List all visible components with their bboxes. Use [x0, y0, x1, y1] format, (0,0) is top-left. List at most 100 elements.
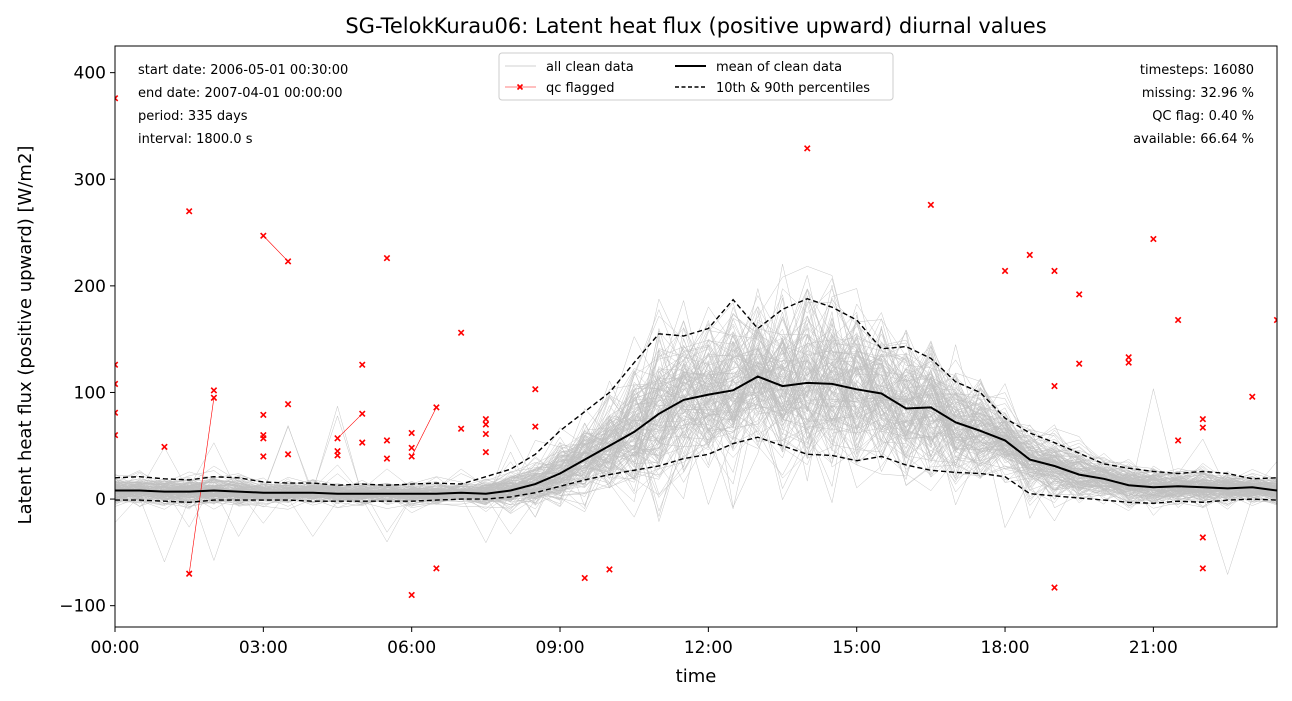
clean-data-trace [115, 317, 1277, 503]
qc-marker-stroke [115, 363, 119, 369]
x-axis-label: time [676, 666, 717, 687]
qc-marker-stroke [260, 411, 267, 419]
qc-flagged-marker [210, 394, 218, 402]
qc-flagged-marker [260, 435, 267, 442]
qc-flagged-marker [1249, 393, 1256, 400]
qc-flagged-marker [1075, 360, 1083, 367]
qc-marker-stroke [408, 444, 415, 452]
x-tick-label: 21:00 [1129, 638, 1178, 658]
qc-marker-stroke [358, 439, 366, 446]
x-tick-label: 18:00 [981, 638, 1030, 658]
qc-flagged-marker [358, 410, 366, 418]
legend-label-mean: mean of clean data [716, 60, 842, 75]
qc-marker-stroke [115, 382, 119, 388]
qc-marker-stroke [1075, 291, 1083, 298]
qc-marker-stroke [284, 451, 292, 458]
qc-marker-stroke [1199, 424, 1207, 431]
percentile-90-line [115, 297, 1277, 486]
qc-marker-stroke [433, 404, 440, 411]
qc-flagged-marker [284, 451, 292, 458]
qc-flagged-marker [260, 232, 267, 240]
info-left-line: end date: 2007-04-01 00:00:00 [138, 86, 343, 101]
qc-flagged-marker [1125, 354, 1132, 361]
clean-data-trace [115, 298, 1277, 495]
qc-flagged-layer [115, 94, 1277, 599]
qc-marker-stroke [115, 94, 119, 100]
qc-flagged-marker [334, 435, 341, 442]
info-right-line: available: 66.64 % [1133, 132, 1254, 147]
clean-data-trace [115, 333, 1277, 497]
qc-flagged-marker [482, 448, 490, 456]
qc-marker-stroke [457, 425, 465, 432]
qc-marker-stroke [358, 361, 366, 369]
qc-flagged-marker [482, 421, 490, 428]
qc-flagged-marker [581, 574, 589, 582]
qc-marker-stroke [606, 566, 613, 573]
legend: all clean data qc flagged mean of clean … [498, 52, 894, 101]
qc-flagged-marker [1174, 437, 1182, 444]
qc-flagged-marker [383, 455, 391, 462]
qc-marker-stroke [1199, 565, 1207, 572]
y-tick-label: 300 [74, 170, 106, 190]
clean-data-trace [115, 365, 1277, 507]
qc-marker-stroke [408, 453, 415, 460]
qc-marker-stroke [803, 145, 811, 152]
qc-marker-stroke [1001, 267, 1009, 275]
qc-marker-stroke [161, 443, 168, 451]
qc-flagged-segment [337, 413, 363, 439]
qc-marker-stroke [1125, 354, 1132, 361]
qc-marker-stroke [482, 448, 490, 456]
qc-marker-stroke [115, 411, 119, 416]
qc-flagged-marker [161, 443, 168, 451]
qc-flagged-marker [408, 453, 415, 460]
qc-flagged-marker [927, 201, 935, 209]
qc-flagged-marker [408, 429, 415, 437]
qc-marker-stroke [457, 329, 465, 337]
qc-marker-stroke [115, 97, 119, 102]
qc-marker-stroke [1273, 318, 1277, 324]
clean-data-trace [115, 404, 1277, 514]
legend-swatch-qc-flagged-marker [516, 83, 524, 91]
qc-flagged-marker [1199, 534, 1207, 541]
qc-marker-stroke [260, 453, 267, 460]
qc-flagged-marker [115, 380, 119, 388]
qc-marker-stroke [1051, 584, 1058, 591]
qc-marker-stroke [115, 409, 119, 414]
qc-marker-stroke [532, 423, 539, 430]
plot-frame [114, 45, 1278, 628]
qc-flagged-marker [115, 431, 119, 439]
y-tick-label: 100 [74, 383, 106, 403]
qc-flagged-marker [115, 409, 119, 416]
qc-marker-stroke [408, 429, 415, 437]
qc-flagged-marker [260, 411, 267, 419]
qc-flagged-marker [457, 425, 465, 432]
qc-flagged-marker [606, 566, 613, 573]
clean-data-trace [115, 378, 1277, 505]
qc-flagged-marker [1051, 382, 1058, 390]
x-tick-label: 09:00 [536, 638, 585, 658]
qc-flagged-marker [185, 570, 193, 577]
y-tick-label: −100 [59, 597, 106, 617]
qc-flagged-marker [408, 591, 415, 599]
qc-marker-stroke [1075, 360, 1083, 367]
qc-flagged-marker [457, 329, 465, 337]
y-axis-label: Latent heat flux (positive upward) [W/m2… [15, 146, 36, 525]
qc-marker-stroke [260, 435, 267, 442]
legend-label-percentiles: 10th & 90th percentiles [716, 81, 870, 96]
qc-marker-stroke [210, 387, 218, 394]
qc-flagged-marker [1273, 316, 1277, 324]
qc-marker-stroke [1199, 534, 1207, 541]
qc-flagged-marker [408, 444, 415, 452]
x-tick-label: 06:00 [387, 638, 436, 658]
info-right-line: QC flag: 0.40 % [1152, 109, 1254, 124]
y-tick-label: 200 [74, 277, 106, 297]
qc-marker-stroke [482, 430, 490, 438]
chart-title: SG-TelokKurau06: Latent heat flux (posit… [345, 14, 1046, 38]
y-tick-label: 400 [74, 64, 106, 84]
info-left-line: start date: 2006-05-01 00:30:00 [138, 63, 348, 78]
qc-marker-stroke [115, 361, 119, 366]
clean-data-trace [115, 350, 1277, 500]
qc-flagged-marker [1075, 291, 1083, 298]
